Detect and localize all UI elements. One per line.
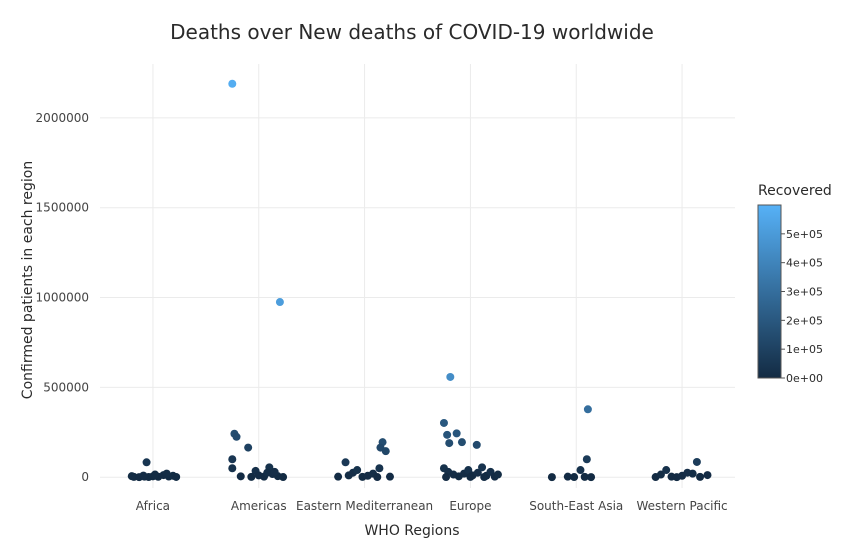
data-point: [493, 470, 502, 479]
data-point: [353, 466, 362, 475]
data-point: [142, 458, 151, 467]
x-tick-label: Americas: [231, 499, 287, 513]
data-point: [656, 470, 665, 479]
y-tick-label: 1500000: [36, 201, 89, 215]
y-tick-label: 0: [81, 470, 89, 484]
data-point: [279, 473, 288, 482]
colorbar-tick-label: 4e+05: [786, 257, 823, 270]
colorbar-tick-label: 5e+05: [786, 228, 823, 241]
x-tick-label: Western Pacific: [636, 499, 727, 513]
data-point: [445, 439, 454, 448]
y-tick-label: 1000000: [36, 291, 89, 305]
data-point: [576, 466, 585, 475]
data-point: [385, 472, 394, 481]
data-point: [373, 473, 382, 482]
data-point: [563, 472, 572, 481]
colorbar: Recovered 0e+00 1e+05 2e+05 3e+05 4e+05 5e+05: [757, 183, 832, 385]
data-point: [480, 473, 489, 482]
data-point: [473, 468, 482, 477]
data-point: [270, 467, 279, 476]
y-axis-title: Confirmed patients in each region: [20, 161, 36, 399]
data-point: [478, 463, 487, 472]
data-point: [381, 447, 390, 456]
x-tick-label: Europe: [449, 499, 491, 513]
data-point: [452, 429, 461, 438]
colorbar-ticks: 0e+00 1e+05 2e+05 3e+05 4e+05 5e+05: [781, 228, 823, 385]
data-point: [341, 458, 350, 467]
data-point: [587, 473, 596, 482]
data-point: [466, 472, 475, 481]
data-point: [692, 457, 701, 466]
colorbar-tick-label: 0e+00: [786, 372, 823, 385]
data-point: [582, 455, 591, 464]
colorbar-tick-label: 1e+05: [786, 343, 823, 356]
data-point: [464, 466, 473, 475]
data-point: [439, 418, 448, 427]
data-point: [151, 470, 160, 479]
data-point: [232, 432, 241, 441]
data-point: [580, 472, 589, 481]
data-point: [688, 469, 697, 478]
chart-title: Deaths over New deaths of COVID-19 world…: [170, 20, 654, 44]
data-point: [244, 443, 253, 452]
data-point: [442, 473, 451, 482]
data-point: [228, 464, 237, 473]
data-point: [228, 455, 237, 464]
y-tick-label: 2000000: [36, 111, 89, 125]
data-point: [446, 372, 455, 381]
data-point: [236, 472, 245, 481]
colorbar-tick-label: 2e+05: [786, 314, 823, 327]
data-point: [375, 464, 384, 473]
x-axis-title: WHO Regions: [364, 523, 459, 539]
data-point: [457, 438, 466, 447]
data-point: [696, 472, 705, 481]
x-axis-ticks: Africa Americas Eastern Mediterranean Europ…: [136, 499, 728, 513]
data-point: [228, 79, 237, 88]
gridlines: [100, 64, 735, 488]
colorbar-gradient: [757, 204, 782, 379]
data-point: [172, 472, 181, 481]
data-point: [247, 472, 256, 481]
data-point: [334, 472, 343, 481]
y-tick-label: 500000: [43, 380, 89, 394]
data-point: [162, 469, 171, 478]
data-points: [127, 79, 712, 482]
colorbar-tick-label: 3e+05: [786, 286, 823, 299]
data-point: [662, 466, 671, 475]
data-point: [703, 471, 712, 480]
colorbar-title: Recovered: [758, 183, 832, 199]
data-point: [443, 430, 452, 439]
x-tick-label: Africa: [136, 499, 170, 513]
data-point: [472, 440, 481, 449]
data-point: [139, 471, 148, 480]
x-tick-label: Eastern Mediterranean: [296, 499, 433, 513]
x-tick-label: South-East Asia: [529, 499, 623, 513]
data-point: [275, 298, 284, 307]
data-point: [583, 405, 592, 414]
data-point: [547, 473, 556, 482]
y-axis-ticks: 0 500000 1000000 1500000 2000000: [36, 111, 89, 484]
data-point: [570, 473, 579, 482]
data-point: [127, 472, 136, 481]
